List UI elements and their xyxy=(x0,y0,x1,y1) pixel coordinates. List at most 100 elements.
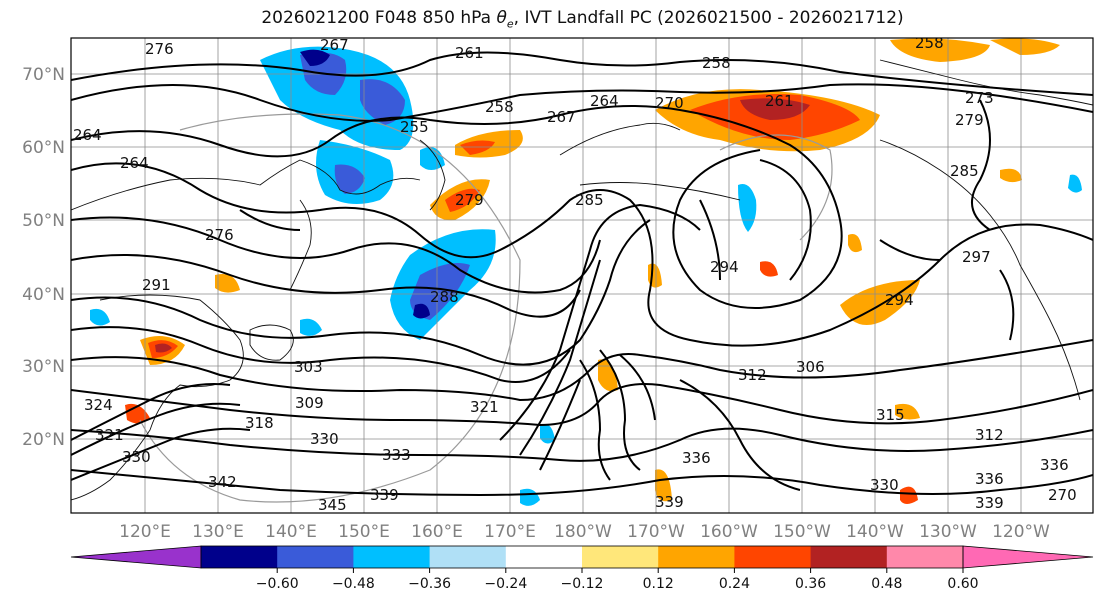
colorbar-segment xyxy=(658,546,735,568)
contour-label: 315 xyxy=(876,406,905,424)
latitude-labels: 70°N 60°N 50°N 40°N 30°N 20°N xyxy=(22,65,65,450)
negative-shading-ne-asia-core xyxy=(334,164,365,194)
contour-label: 297 xyxy=(962,248,991,266)
colorbar-segment xyxy=(810,546,888,568)
contour-label: 258 xyxy=(915,34,944,52)
contour-label: 303 xyxy=(294,358,323,376)
contour-label: 264 xyxy=(120,154,149,172)
positive-shading-small-d xyxy=(655,469,672,502)
positive-shading-small-e xyxy=(900,486,918,504)
contour-label: 279 xyxy=(455,191,484,209)
negative-shading-small-4 xyxy=(1068,174,1082,193)
contour-label: 279 xyxy=(955,111,984,129)
figure-title: 2026021200 F048 850 hPa θe, IVT Landfall… xyxy=(0,8,1105,30)
contour-label-layer: 276 267 261 258 273 258 261 264 270 267 … xyxy=(73,34,1077,514)
positive-shading-small-g xyxy=(215,274,240,293)
contour-label: 306 xyxy=(796,358,825,376)
contour-label: 330 xyxy=(310,430,339,448)
positive-shading-japan-deep xyxy=(155,343,172,353)
lon-label: 160°W xyxy=(700,522,758,542)
lon-label: 160°E xyxy=(411,522,463,542)
lat-label: 50°N xyxy=(22,211,65,231)
contour-label: 342 xyxy=(208,473,237,491)
contour-label: 330 xyxy=(122,448,151,466)
title-theta: θ xyxy=(496,8,507,28)
positive-shading-small-f xyxy=(1000,168,1022,183)
lat-label: 30°N xyxy=(22,357,65,377)
colorbar-extension-low xyxy=(70,545,202,569)
contour-label: 336 xyxy=(1040,456,1069,474)
lon-label: 140°E xyxy=(265,522,317,542)
contour-label: 285 xyxy=(575,191,604,209)
negative-shading-okhotsk-b xyxy=(360,79,405,125)
lat-label: 40°N xyxy=(22,285,65,305)
colorbar-segment xyxy=(886,546,964,568)
contour-label: 267 xyxy=(547,108,576,126)
colorbar-tick-label: −0.48 xyxy=(332,576,375,592)
positive-shading-small-i xyxy=(848,234,862,253)
colorbar-segment xyxy=(353,546,431,568)
map-content: 276 267 261 258 273 258 261 264 270 267 … xyxy=(71,34,1093,514)
graticule xyxy=(71,38,1093,513)
positive-shading-kamchatka-core xyxy=(460,140,495,155)
contour-label: 324 xyxy=(84,396,113,414)
contour-label: 321 xyxy=(470,398,499,416)
lon-label: 170°W xyxy=(627,522,685,542)
contour-label: 291 xyxy=(142,276,171,294)
contour-label: 345 xyxy=(318,496,347,514)
negative-shading-small-5 xyxy=(90,308,110,326)
colorbar-tick-label: 0.12 xyxy=(643,576,674,592)
lat-label: 70°N xyxy=(22,65,65,85)
lon-label: 140°W xyxy=(846,522,904,542)
colorbar-tick-label: 0.60 xyxy=(947,576,978,592)
contour-label: 285 xyxy=(950,162,979,180)
contour-label: 339 xyxy=(975,494,1004,512)
lon-label: 150°W xyxy=(773,522,831,542)
lon-label: 120°W xyxy=(992,522,1050,542)
colorbar-tick-label: −0.60 xyxy=(256,576,299,592)
lon-label: 180°W xyxy=(554,522,612,542)
contour-label: 330 xyxy=(870,476,899,494)
contour-label: 339 xyxy=(655,493,684,511)
contour-label: 273 xyxy=(965,89,994,107)
negative-shading-okhotsk-deep xyxy=(300,49,330,66)
title-suffix: , IVT Landfall PC (2026021500 - 20260217… xyxy=(513,8,904,28)
lon-label: 150°E xyxy=(338,522,390,542)
colorbar-segment xyxy=(582,546,659,568)
positive-shading-okhotsk-e-core xyxy=(445,188,480,212)
coastlines xyxy=(71,59,1093,501)
contour-label: 261 xyxy=(455,44,484,62)
region-outline xyxy=(139,113,833,503)
contour-label: 309 xyxy=(295,394,324,412)
contour-label: 267 xyxy=(320,36,349,54)
contour-label: 336 xyxy=(682,449,711,467)
colorbar-tick-label: −0.24 xyxy=(484,576,527,592)
negative-shading-small-1 xyxy=(300,318,322,336)
colorbar-tick-label: 0.24 xyxy=(719,576,750,592)
contour-label: 321 xyxy=(95,426,124,444)
colorbar: −0.60 −0.48 −0.36 −0.24 −0.12 0.12 0.24 0.36 0.4… xyxy=(70,545,1094,592)
contour-label: 276 xyxy=(145,40,174,58)
contour-label: 333 xyxy=(382,446,411,464)
contour-label: 336 xyxy=(975,470,1004,488)
colorbar-tick-label: −0.12 xyxy=(561,576,604,592)
title-theta-sub: e xyxy=(506,17,514,31)
positive-shading-small-c xyxy=(760,261,778,277)
colorbar-tick-label: 0.48 xyxy=(871,576,902,592)
contour-label: 312 xyxy=(738,366,767,384)
negative-shading-kamchatka xyxy=(420,147,445,170)
colorbar-tick-label: 0.36 xyxy=(795,576,826,592)
contour-label: 312 xyxy=(975,426,1004,444)
positive-shading-arctic-2 xyxy=(990,38,1060,55)
colorbar-segment xyxy=(429,546,507,568)
contour-label: 258 xyxy=(485,98,514,116)
longitude-labels: 120°E 130°E 140°E 150°E 160°E 170°E 180°… xyxy=(119,522,1050,542)
positive-shading-small-a xyxy=(598,359,618,392)
contour-label: 255 xyxy=(400,118,429,136)
lat-label: 60°N xyxy=(22,138,65,158)
contour-label: 318 xyxy=(245,414,274,432)
contour-label: 276 xyxy=(205,226,234,244)
contour-label: 270 xyxy=(1048,486,1077,504)
title-prefix: 2026021200 F048 850 hPa xyxy=(261,8,497,28)
colorbar-segment xyxy=(505,546,583,568)
